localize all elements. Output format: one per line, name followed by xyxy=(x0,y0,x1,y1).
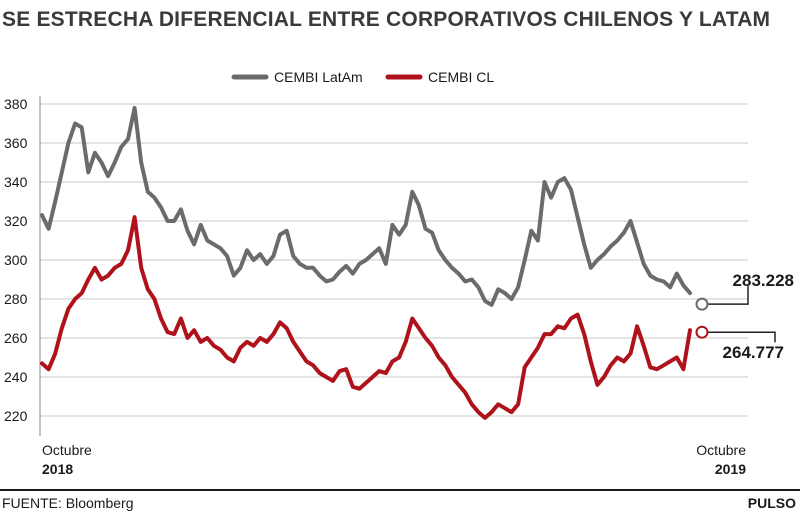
y-tick-label: 260 xyxy=(4,330,28,346)
y-tick-label: 320 xyxy=(4,213,28,229)
y-tick-label: 340 xyxy=(4,174,28,190)
x-label-start-year: 2018 xyxy=(42,461,73,477)
gridlines xyxy=(39,96,748,436)
callout-line xyxy=(708,286,749,305)
end-marker xyxy=(695,297,709,311)
x-label-start-month: Octubre xyxy=(42,442,92,458)
brand-logo: PULSO xyxy=(747,495,796,511)
series-line-cembi-cl xyxy=(40,215,692,420)
callout-line xyxy=(708,331,776,343)
end-marker xyxy=(695,325,709,339)
y-tick-label: 360 xyxy=(4,135,28,151)
x-label-end-year: 2019 xyxy=(715,461,746,477)
end-value-label: 264.777 xyxy=(723,343,784,362)
y-tick-label: 240 xyxy=(4,369,28,385)
y-tick-labels: 220 240 260 280 300 320 340 360 380 xyxy=(4,96,28,424)
y-tick-label: 220 xyxy=(4,408,28,424)
legend: CEMBI LatAm CEMBI CL xyxy=(231,69,494,85)
y-tick-label: 300 xyxy=(4,252,28,268)
legend-label: CEMBI LatAm xyxy=(274,69,363,85)
series-lines xyxy=(40,105,692,420)
source-note: FUENTE: Bloomberg xyxy=(2,495,134,511)
series-line-cembi-latam xyxy=(40,105,692,307)
legend-label: CEMBI CL xyxy=(428,69,494,85)
y-tick-label: 280 xyxy=(4,291,28,307)
x-label-end-month: Octubre xyxy=(696,442,746,458)
chart-title: SE ESTRECHA DIFERENCIAL ENTRE CORPORATIV… xyxy=(2,8,771,31)
x-axis-labels: Octubre 2018 Octubre 2019 xyxy=(42,442,746,477)
end-value-label: 283.228 xyxy=(733,271,794,290)
end-labels: 283.228 264.777 xyxy=(695,271,794,362)
footer-rule xyxy=(0,489,800,491)
y-tick-label: 380 xyxy=(4,96,28,112)
